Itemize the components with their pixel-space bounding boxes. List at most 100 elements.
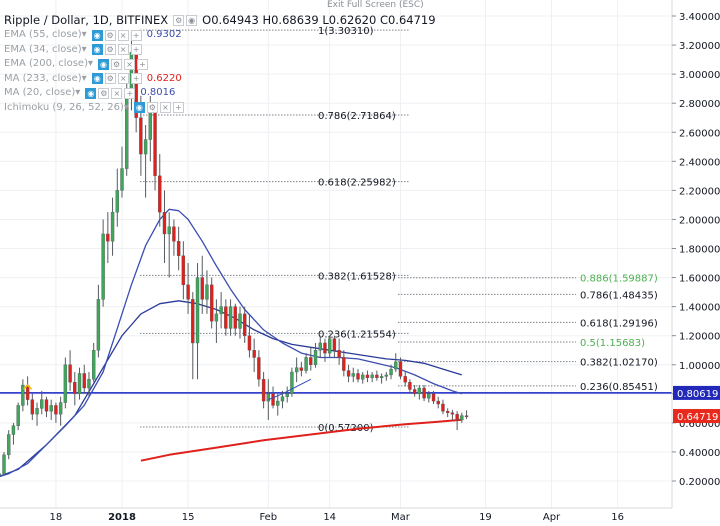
candle-body [162, 211, 167, 235]
more-icon[interactable]: + [137, 58, 149, 70]
settings-icon[interactable]: ⚙ [104, 73, 116, 85]
eye-icon[interactable]: ◉ [91, 73, 103, 85]
ma-233-line [140, 418, 462, 462]
candle-body [176, 241, 181, 256]
price-tag-box [673, 409, 720, 424]
fib-level-label: 0.236(1.21554) [318, 329, 396, 340]
candle-body [309, 357, 313, 365]
eye-icon[interactable]: ◉ [91, 44, 103, 56]
candle-body [247, 335, 252, 351]
delete-icon[interactable]: × [124, 58, 136, 70]
ohlc-low-value: 0.62620 [328, 13, 377, 27]
candle-body [219, 306, 223, 315]
indicator-row[interactable]: MA (233, close) ▾ ◉ ⚙ × +0.6220 [4, 72, 436, 87]
candle-body [205, 284, 209, 300]
ohlc-open-label: O [202, 13, 212, 27]
candle-body [158, 175, 162, 213]
delete-icon[interactable]: × [117, 44, 129, 56]
price-axis[interactable]: 0.200000.400000.600000.800001.000001.200… [671, 0, 720, 508]
delete-icon[interactable]: × [111, 87, 123, 99]
candle-body [181, 255, 186, 286]
more-icon[interactable]: + [130, 29, 142, 41]
candle-body [11, 425, 16, 435]
dropdown-caret-icon[interactable]: ▾ [81, 43, 87, 55]
candle-body [16, 405, 20, 426]
more-icon[interactable]: + [172, 102, 184, 114]
candle-body [115, 190, 119, 213]
candle-body [427, 393, 431, 399]
settings-icon[interactable]: ⚙ [104, 44, 116, 56]
candle-body [375, 374, 379, 379]
candle-body [209, 284, 214, 322]
indicator-row[interactable]: EMA (200, close) ▾ ◉ ⚙ × + [4, 57, 436, 72]
price-tick-label: 2.60000 [679, 128, 720, 139]
symbol-row: Ripple / Dollar, 1D, BITFINEX ⚙ ◉ O0.649… [4, 12, 436, 28]
candlesticks [0, 30, 469, 476]
candle-body [304, 357, 308, 371]
settings-icon[interactable]: ⚙ [146, 102, 158, 114]
candle-body [30, 399, 35, 415]
dropdown-caret-icon[interactable]: ▾ [81, 72, 87, 84]
candle-body [365, 374, 370, 379]
price-tag-box [673, 385, 720, 400]
settings-icon[interactable]: ⚙ [98, 87, 110, 99]
eye-icon[interactable]: ◉ [91, 29, 103, 41]
candle-body [323, 342, 327, 354]
candle-body [191, 299, 195, 344]
dropdown-caret-icon[interactable]: ▾ [87, 58, 94, 69]
price-tags: 0.80619 0.64719 [673, 385, 720, 424]
settings-icon[interactable]: ⚙ [111, 58, 123, 70]
indicator-row[interactable]: Ichimoku (9, 26, 52, 26) ▾ ◉ ⚙ × + [4, 101, 436, 116]
more-icon[interactable]: + [130, 73, 142, 85]
candle-body [294, 367, 299, 373]
price-tick-label: 1.00000 [679, 361, 720, 372]
fib-retrace-label: 0.618(1.29196) [580, 318, 658, 329]
candle-body [445, 411, 450, 413]
price-tag-label: 0.80619 [677, 389, 718, 400]
candle-body [25, 384, 30, 400]
candle-body [195, 277, 200, 344]
price-tick-label: 2.40000 [679, 157, 720, 168]
settings-icon[interactable]: ⚙ [173, 14, 185, 26]
delete-icon[interactable]: × [159, 102, 171, 114]
indicator-value: 0.8016 [140, 87, 176, 98]
indicator-name: EMA (34, close) [4, 43, 82, 55]
candle-body [280, 396, 285, 402]
dropdown-caret-icon[interactable]: ▾ [123, 101, 129, 113]
dropdown-caret-icon[interactable]: ▾ [75, 87, 81, 98]
delete-icon[interactable]: × [117, 29, 129, 41]
indicator-row[interactable]: MA (20, close) ▾ ◉ ⚙ × +0.8016 [4, 86, 436, 101]
indicator-row[interactable]: EMA (34, close) ▾ ◉ ⚙ × + [4, 43, 436, 58]
candle-body [384, 374, 389, 377]
eye-icon[interactable]: ◉ [85, 87, 97, 99]
more-icon[interactable]: + [130, 44, 142, 56]
eye-icon[interactable]: ◉ [98, 58, 110, 70]
candle-body [87, 379, 91, 389]
price-tick-label: 1.20000 [679, 332, 720, 343]
time-axis[interactable]: 18 2018 15 Feb 14 Mar 19 Apr 16 [0, 507, 672, 523]
ma-20-line [0, 208, 462, 478]
delete-icon[interactable]: × [117, 73, 129, 85]
candle-body [7, 434, 11, 456]
indicator-name: EMA (200, close) [4, 58, 88, 69]
eye-icon[interactable]: ◉ [133, 102, 145, 114]
candle-body [21, 384, 25, 406]
time-tick-label: Mar [391, 512, 411, 523]
candle-body [313, 350, 318, 365]
settings-icon[interactable]: ⚙ [104, 29, 116, 41]
candle-body [139, 117, 143, 155]
indicator-row[interactable]: EMA (55, close) ▾ ◉ ⚙ × +0.9302 [4, 28, 436, 43]
more-icon[interactable]: + [124, 87, 136, 99]
fibonacci-levels: 1(3.30310) 0.786(2.71864) 0.618(2.25982) 0.… [140, 26, 658, 434]
candle-body [106, 233, 110, 242]
candle-body [186, 284, 190, 300]
exit-fullscreen-link[interactable]: Exit Full Screen (ESC) [327, 0, 424, 10]
time-tick-label: 19 [479, 512, 492, 523]
trendline-segment [268, 393, 283, 401]
chart-grid [0, 0, 672, 508]
eye-icon[interactable]: ◉ [186, 14, 198, 26]
dropdown-caret-icon[interactable]: ▾ [81, 29, 87, 40]
ohlc-high-value: 0.68639 [271, 13, 319, 27]
candle-body [342, 357, 346, 371]
